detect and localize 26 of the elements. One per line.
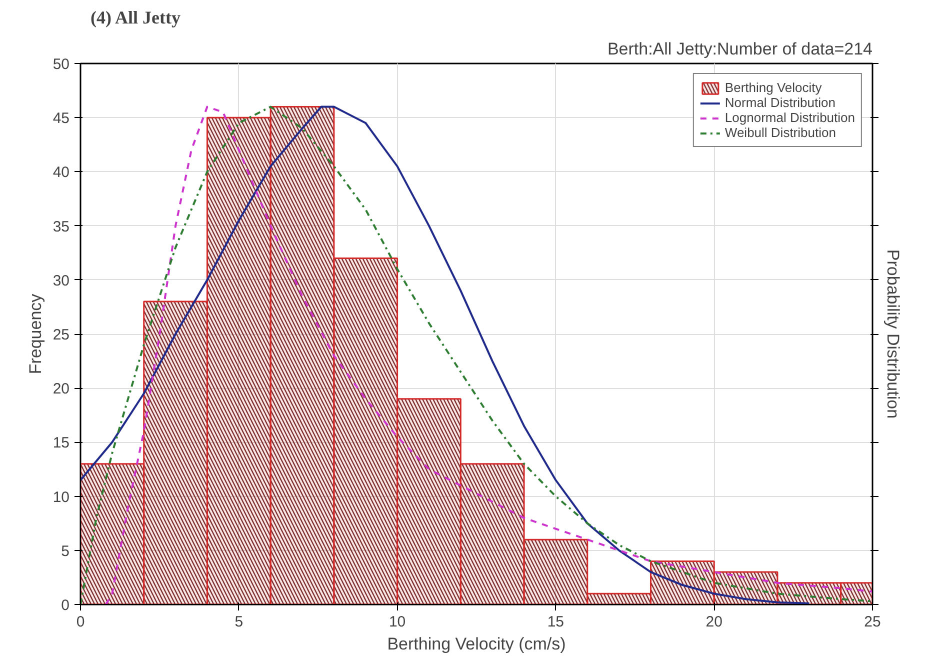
x-tick-label: 25 [864,614,881,630]
y-axis-title: Frequency [26,293,45,374]
y-tick-label: 40 [52,164,70,182]
legend-label: Berthing Velocity [724,80,822,95]
y2-axis-title: Probability Distribution [884,249,902,419]
y-tick-label: 30 [52,272,70,290]
legend-label: Weibull Distribution [724,125,836,140]
y-tick-label: 35 [52,218,70,236]
y-tick-label: 45 [52,110,70,128]
x-tick-label: 10 [388,614,406,630]
x-axis-title: Berthing Velocity (cm/s) [387,634,566,654]
chart-subtitle: Berth:All Jetty:Number of data=214 [607,40,872,58]
y-tick-label: 20 [52,380,70,398]
x-tick-label: 20 [706,614,722,630]
x-tick-label: 15 [547,614,564,630]
y-tick-label: 50 [52,56,70,73]
y-tick-label: 25 [52,326,70,344]
y-tick-label: 15 [52,434,70,452]
legend-label: Lognormal Distribution [724,110,855,125]
x-tick-label: 0 [76,614,85,630]
legend-label: Normal Distribution [724,95,836,110]
x-tick-label: 5 [234,614,244,630]
y-tick-label: 10 [52,488,70,506]
y-tick-label: 5 [61,542,70,560]
y-tick-label: 0 [61,597,70,614]
chart-title: (4) All Jetty [90,8,180,28]
